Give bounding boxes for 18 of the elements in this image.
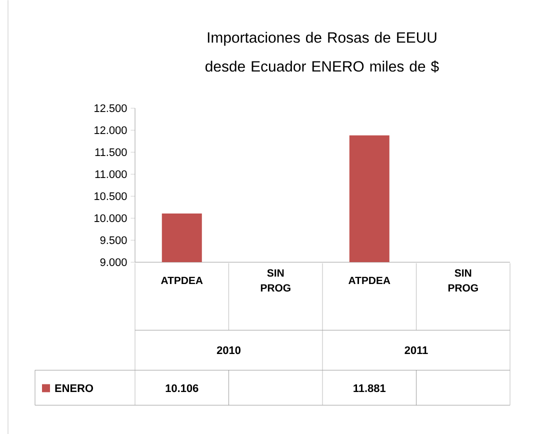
y-tick-label: 10.000 xyxy=(94,214,127,222)
x-tick-label: ATPDEA xyxy=(161,276,203,284)
y-tick-label: 10.500 xyxy=(94,192,127,200)
y-tick-label: 11.000 xyxy=(95,170,127,178)
y-tick-label: 12.000 xyxy=(94,126,127,134)
text: 2011 xyxy=(404,346,428,354)
x-tick-label: SIN PROG xyxy=(260,269,290,292)
y-tick-label: 12.500 xyxy=(94,104,127,112)
chart-title: Importaciones de Rosas de EEUU desde Ecuador ENERO miles de $ xyxy=(206,32,439,72)
data-label: 10.106 xyxy=(166,384,198,392)
y-tick-label: 9.500 xyxy=(100,236,127,244)
text: 2010 xyxy=(216,346,240,354)
y-tick-label: 9.000 xyxy=(100,258,127,266)
x-tick-label: SIN PROG xyxy=(448,269,478,292)
x-tick-label: ATPDEA xyxy=(348,276,390,284)
data-label: 11.881 xyxy=(354,384,386,392)
legend-label: ENERO xyxy=(55,384,94,392)
y-tick-label: 11.500 xyxy=(95,148,127,156)
